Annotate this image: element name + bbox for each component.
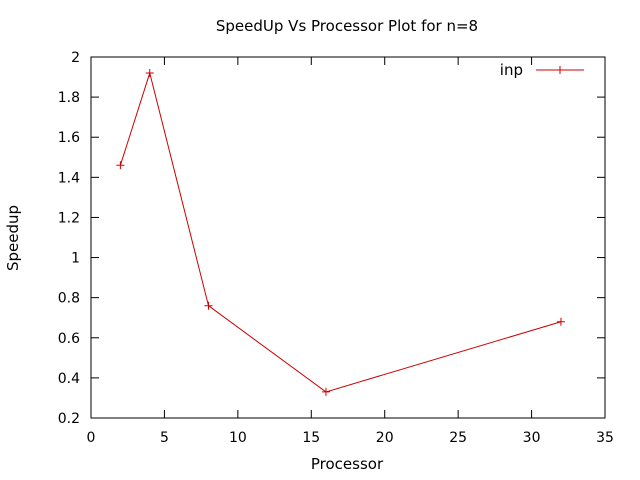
y-tick-label: 0.2: [58, 411, 80, 427]
y-tick-label: 1.2: [58, 210, 80, 226]
x-tick-label: 30: [523, 430, 541, 446]
data-point-marker: [145, 69, 154, 78]
plot-frame: [90, 56, 606, 419]
x-tick-label: 0: [87, 430, 96, 446]
data-point-marker: [321, 387, 330, 396]
x-tick-label: 10: [229, 430, 247, 446]
y-tick-label: 1: [71, 251, 80, 267]
data-point-marker: [204, 301, 213, 310]
x-tick-label: 25: [449, 430, 467, 446]
y-tick-label: 1.8: [58, 90, 80, 106]
y-tick-label: 0.6: [58, 331, 80, 347]
legend-marker-inp: [556, 66, 564, 74]
legend-label-inp: inp: [500, 61, 523, 79]
data-point-marker: [556, 317, 565, 326]
y-tick-label: 1.4: [58, 170, 80, 186]
chart-title: SpeedUp Vs Processor Plot for n=8: [216, 17, 478, 35]
y-tick-label: 2: [71, 50, 80, 66]
axis-ticks: [90, 56, 606, 419]
y-tick-label: 0.4: [58, 371, 80, 387]
x-axis-title: Processor: [311, 455, 384, 473]
y-tick-label: 1.6: [58, 130, 80, 146]
y-tick-label: 0.8: [58, 291, 80, 307]
data-series: [116, 69, 565, 396]
axis-tick-labels: 0 5 10 15 20 25 30 35 0.2 0.4 0.6 0.8 1 1.2 1.4 1.6 1.8 2: [58, 50, 614, 446]
legend: inp: [500, 61, 584, 79]
x-tick-label: 15: [302, 430, 320, 446]
series-line-inp: [119, 71, 562, 393]
x-tick-label: 20: [376, 430, 394, 446]
x-tick-label: 5: [160, 430, 169, 446]
x-tick-label: 35: [596, 430, 614, 446]
data-point-marker: [116, 161, 125, 170]
y-axis-title: Speedup: [4, 205, 22, 271]
